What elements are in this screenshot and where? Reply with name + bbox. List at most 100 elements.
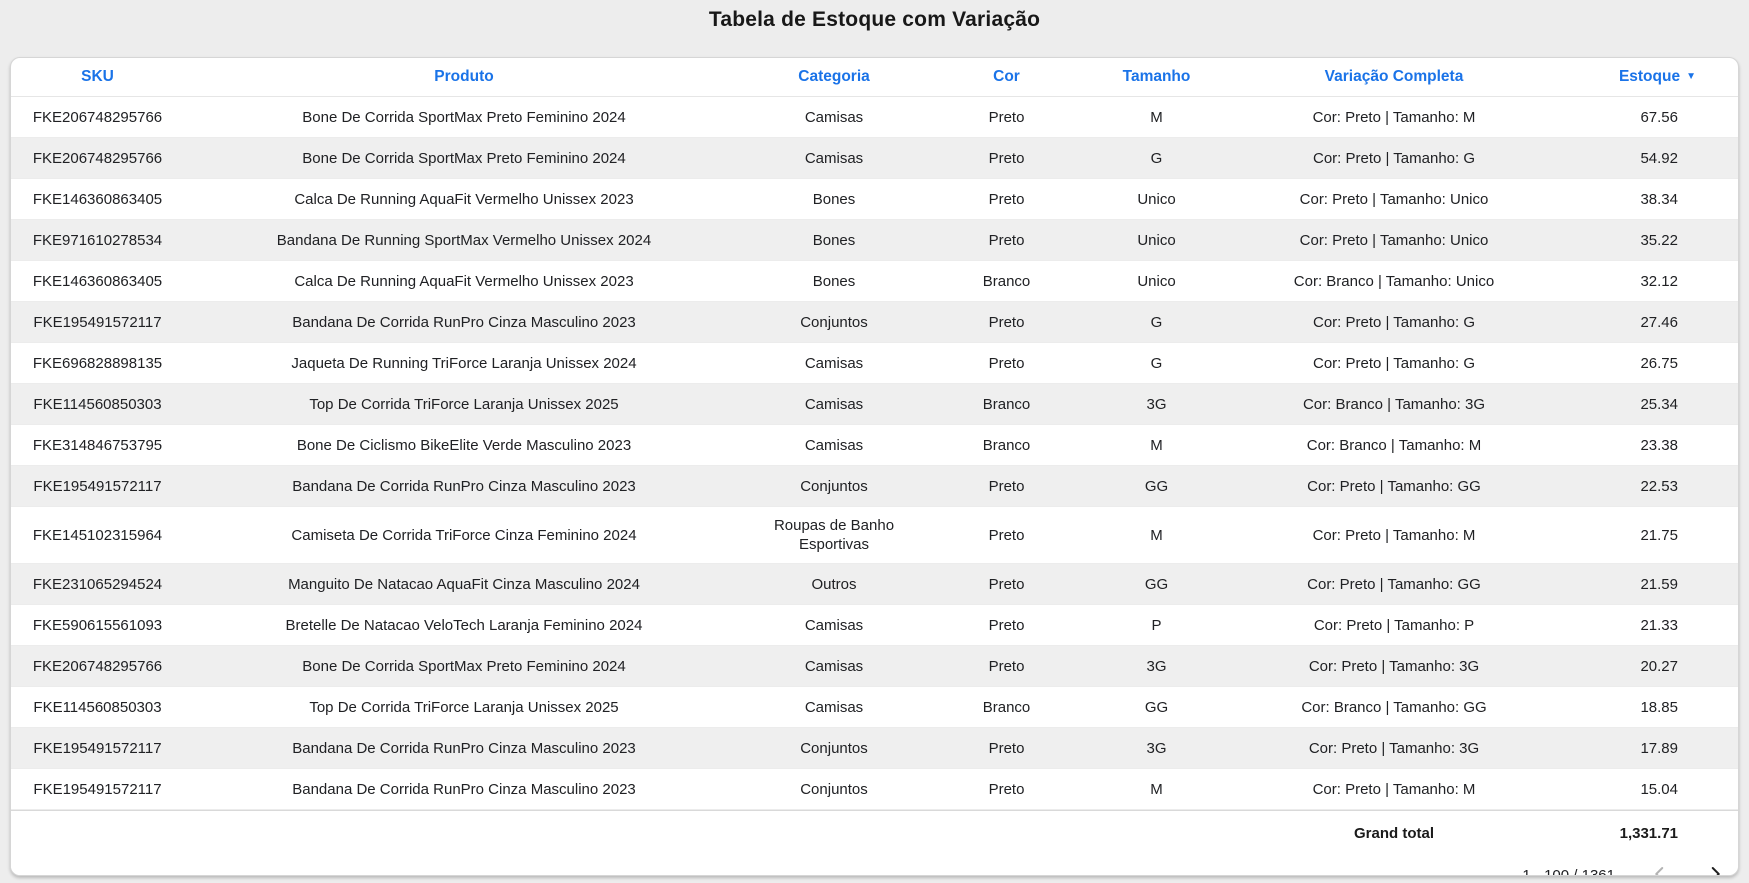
cell-cor: Preto xyxy=(988,526,1025,544)
cell-variacao: Cor: Preto | Tamanho: M xyxy=(1312,526,1476,544)
cell-estoque: 67.56 xyxy=(1640,108,1678,126)
cell-cor: Preto xyxy=(988,477,1025,495)
cell-variacao: Cor: Preto | Tamanho: G xyxy=(1312,313,1476,331)
table-row: FKE590615561093 Bretelle De Natacao Velo… xyxy=(11,605,1738,646)
grand-total-label: Grand total xyxy=(1353,824,1434,842)
cell-cor: Preto xyxy=(988,780,1025,798)
cell-variacao: Cor: Preto | Tamanho: GG xyxy=(1307,575,1481,593)
cell-sku: FKE195491572117 xyxy=(33,739,162,757)
cell-estoque: 26.75 xyxy=(1640,354,1678,372)
column-header-estoque[interactable]: Estoque ▼ xyxy=(1564,66,1738,88)
cell-variacao: Cor: Preto | Tamanho: Unico xyxy=(1299,231,1489,249)
cell-categoria: Conjuntos xyxy=(800,477,868,495)
cell-estoque: 20.27 xyxy=(1640,657,1678,675)
cell-variacao: Cor: Preto | Tamanho: G xyxy=(1312,149,1476,167)
cell-variacao: Cor: Preto | Tamanho: M xyxy=(1312,108,1476,126)
column-header-produto[interactable]: Produto xyxy=(434,68,494,85)
cell-estoque: 21.59 xyxy=(1640,575,1678,593)
cell-categoria: Bones xyxy=(812,231,856,249)
table-row: FKE195491572117 Bandana De Corrida RunPr… xyxy=(11,728,1738,769)
cell-variacao: Cor: Branco | Tamanho: 3G xyxy=(1302,395,1486,413)
cell-produto: Bone De Corrida SportMax Preto Feminino … xyxy=(302,657,626,675)
cell-cor: Branco xyxy=(982,698,1031,716)
cell-cor: Branco xyxy=(982,436,1031,454)
column-header-estoque-label: Estoque xyxy=(1618,68,1681,85)
cell-tamanho: GG xyxy=(1144,575,1169,593)
pagination-bar: 1 - 100 / 1361 xyxy=(11,855,1738,876)
cell-categoria: Camisas xyxy=(804,149,864,167)
cell-cor: Preto xyxy=(988,575,1025,593)
cell-categoria: Conjuntos xyxy=(800,780,868,798)
table-row: FKE146360863405 Calca De Running AquaFit… xyxy=(11,179,1738,220)
cell-categoria: Camisas xyxy=(804,354,864,372)
table-header-row: SKU Produto Categoria Cor Tamanho Variaç… xyxy=(11,58,1738,97)
cell-sku: FKE314846753795 xyxy=(32,436,163,454)
column-header-variacao[interactable]: Variação Completa xyxy=(1324,68,1464,85)
cell-tamanho: 3G xyxy=(1146,739,1167,757)
cell-cor: Preto xyxy=(988,657,1025,675)
table-card: SKU Produto Categoria Cor Tamanho Variaç… xyxy=(10,57,1739,876)
cell-sku: FKE195491572117 xyxy=(33,313,162,331)
cell-sku: FKE590615561093 xyxy=(32,616,163,634)
cell-produto: Bone De Corrida SportMax Preto Feminino … xyxy=(302,108,626,126)
cell-produto: Bandana De Running SportMax Vermelho Uni… xyxy=(276,231,652,249)
cell-sku: FKE206748295766 xyxy=(32,108,163,126)
page-range-label: 1 - 100 / 1361 xyxy=(1522,866,1615,876)
table-row: FKE114560850303 Top De Corrida TriForce … xyxy=(11,384,1738,425)
cell-tamanho: M xyxy=(1150,780,1163,798)
cell-produto: Jaqueta De Running TriForce Laranja Unis… xyxy=(291,354,637,372)
table-row: FKE195491572117 Bandana De Corrida RunPr… xyxy=(11,769,1738,810)
cell-produto: Calca De Running AquaFit Vermelho Unisse… xyxy=(294,272,634,290)
cell-variacao: Cor: Preto | Tamanho: G xyxy=(1312,354,1476,372)
table-row: FKE145102315964 Camiseta De Corrida TriF… xyxy=(11,507,1738,564)
column-header-cor[interactable]: Cor xyxy=(993,68,1020,85)
cell-produto: Bone De Corrida SportMax Preto Feminino … xyxy=(302,149,626,167)
cell-estoque: 18.85 xyxy=(1640,698,1678,716)
cell-sku: FKE195491572117 xyxy=(33,780,162,798)
table-row: FKE206748295766 Bone De Corrida SportMax… xyxy=(11,646,1738,687)
grand-total-value: 1,331.71 xyxy=(1619,824,1678,842)
cell-categoria: Camisas xyxy=(804,395,864,413)
column-header-sku[interactable]: SKU xyxy=(81,68,114,85)
cell-tamanho: M xyxy=(1150,526,1163,544)
cell-sku: FKE114560850303 xyxy=(33,698,162,716)
chevron-right-icon xyxy=(1706,865,1724,875)
cell-produto: Top De Corrida TriForce Laranja Unissex … xyxy=(309,698,619,716)
table-row: FKE206748295766 Bone De Corrida SportMax… xyxy=(11,97,1738,138)
cell-produto: Bretelle De Natacao VeloTech Laranja Fem… xyxy=(285,616,643,634)
table-row: FKE971610278534 Bandana De Running Sport… xyxy=(11,220,1738,261)
cell-sku: FKE114560850303 xyxy=(33,395,162,413)
cell-sku: FKE146360863405 xyxy=(32,190,163,208)
cell-produto: Bandana De Corrida RunPro Cinza Masculin… xyxy=(292,780,636,798)
cell-tamanho: Unico xyxy=(1137,231,1176,249)
cell-tamanho: G xyxy=(1150,313,1163,331)
cell-variacao: Cor: Preto | Tamanho: P xyxy=(1313,616,1475,634)
cell-sku: FKE206748295766 xyxy=(32,149,163,167)
cell-sku: FKE195491572117 xyxy=(33,477,162,495)
cell-estoque: 38.34 xyxy=(1640,190,1678,208)
cell-categoria: Camisas xyxy=(804,698,864,716)
cell-categoria: Bones xyxy=(812,190,856,208)
cell-variacao: Cor: Preto | Tamanho: Unico xyxy=(1299,190,1489,208)
cell-sku: FKE971610278534 xyxy=(32,231,163,249)
cell-estoque: 17.89 xyxy=(1640,739,1678,757)
column-header-categoria[interactable]: Categoria xyxy=(798,68,870,85)
previous-page-button xyxy=(1651,865,1669,875)
cell-produto: Bandana De Corrida RunPro Cinza Masculin… xyxy=(292,739,636,757)
cell-categoria: Bones xyxy=(812,272,856,290)
cell-categoria: Camisas xyxy=(804,436,864,454)
sort-descending-icon: ▼ xyxy=(1686,71,1696,82)
cell-estoque: 54.92 xyxy=(1640,149,1678,167)
cell-produto: Manguito De Natacao AquaFit Cinza Mascul… xyxy=(288,575,640,593)
cell-tamanho: M xyxy=(1150,436,1163,454)
cell-categoria: Camisas xyxy=(804,616,864,634)
column-header-tamanho[interactable]: Tamanho xyxy=(1122,68,1191,85)
cell-categoria: Roupas de Banho Esportivas xyxy=(773,517,895,553)
cell-sku: FKE231065294524 xyxy=(32,575,163,593)
cell-tamanho: 3G xyxy=(1146,657,1167,675)
cell-estoque: 21.33 xyxy=(1640,616,1678,634)
cell-variacao: Cor: Preto | Tamanho: 3G xyxy=(1308,657,1480,675)
cell-sku: FKE696828898135 xyxy=(32,354,163,372)
cell-categoria: Outros xyxy=(811,575,857,593)
next-page-button[interactable] xyxy=(1706,865,1724,875)
